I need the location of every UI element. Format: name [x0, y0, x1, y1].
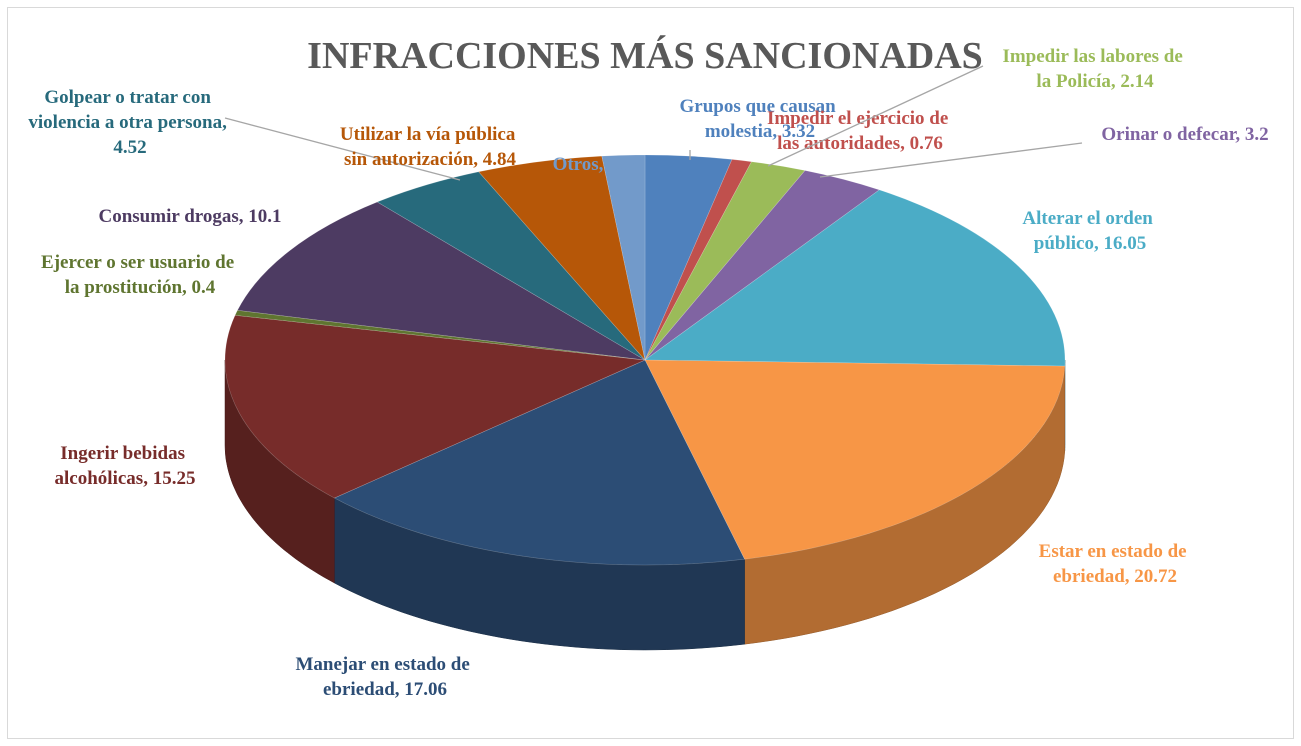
pie-slice	[237, 201, 646, 361]
data-label: Impedir el ejercicio de las autoridades,…	[767, 108, 953, 154]
pie-slice	[644, 170, 880, 361]
data-label-line: Otros, 1.64	[553, 154, 642, 175]
data-label: Manejar en estado de ebriedad, 17.06	[295, 654, 474, 700]
data-label-line: Golpear o tratar con	[44, 87, 215, 108]
data-label-line: 4.52	[113, 137, 146, 158]
data-label-line: Consumir drogas, 10.1	[99, 206, 282, 227]
data-label-line: alcohólicas, 15.25	[55, 468, 196, 489]
data-label-line: la Policía, 2.14	[1036, 71, 1154, 92]
pie-slice	[644, 189, 1066, 367]
data-label-line: Impedir las labores de	[1002, 46, 1187, 67]
data-label: Grupos que causan molestia, 3.32	[679, 96, 840, 142]
pie-slice	[644, 154, 733, 361]
data-label: Ingerir bebidas alcohólicas, 15.25	[55, 443, 196, 489]
pie-slice	[644, 359, 1066, 560]
data-label-line: molestia, 3.32	[705, 121, 815, 142]
data-label: Alterar el orden público, 16.05	[1022, 208, 1157, 254]
data-label-line: Manejar en estado de	[295, 654, 474, 675]
data-label-line: Impedir el ejercicio de	[767, 108, 953, 129]
data-label-line: sin autorización, 4.84	[344, 149, 517, 170]
data-label-line: la prostitución, 0.4	[65, 277, 216, 298]
pie-slice	[644, 161, 806, 361]
leader-line	[819, 142, 1083, 178]
data-label-line: ebriedad, 17.06	[323, 679, 447, 700]
data-label-line: Estar en estado de	[1039, 541, 1192, 562]
data-label: Golpear o tratar con violencia a otra pe…	[28, 87, 231, 158]
pie-slice	[376, 171, 646, 361]
pie-slice	[601, 154, 646, 361]
data-label-line: Utilizar la vía pública	[340, 124, 520, 145]
data-label-line: Grupos que causan	[679, 96, 840, 117]
data-label: Ejercer o ser usuario de la prostitución…	[41, 252, 239, 298]
leader-line	[224, 117, 461, 181]
data-label-line: las autoridades, 0.76	[777, 133, 943, 154]
data-label-line: público, 16.05	[1034, 233, 1146, 254]
data-label-line: ebriedad, 20.72	[1053, 566, 1177, 587]
data-label-line: Orinar o defecar, 3.2	[1101, 124, 1268, 145]
data-label-line: Ejercer o ser usuario de	[41, 252, 239, 273]
data-label: Estar en estado de ebriedad, 20.72	[1039, 541, 1192, 587]
data-label: Orinar o defecar, 3.2	[1101, 124, 1268, 145]
data-label: Consumir drogas, 10.1	[99, 206, 282, 227]
data-label-line: Alterar el orden	[1022, 208, 1157, 229]
pie-slice	[478, 155, 646, 362]
data-label: Utilizar la vía pública sin autorización…	[340, 124, 520, 170]
data-label-line: Ingerir bebidas	[60, 443, 190, 464]
pie-slice	[234, 309, 646, 361]
data-label: Impedir las labores de la Policía, 2.14	[1002, 46, 1187, 92]
pie-slice	[333, 359, 746, 566]
leader-line	[767, 65, 984, 167]
chart-title: INFRACCIONES MÁS SANCIONADAS	[307, 35, 983, 77]
pie-slice	[644, 159, 752, 361]
data-label-line: violencia a otra persona,	[28, 112, 231, 133]
pie-slice	[224, 314, 647, 499]
data-label: Otros, 1.64	[553, 154, 642, 175]
